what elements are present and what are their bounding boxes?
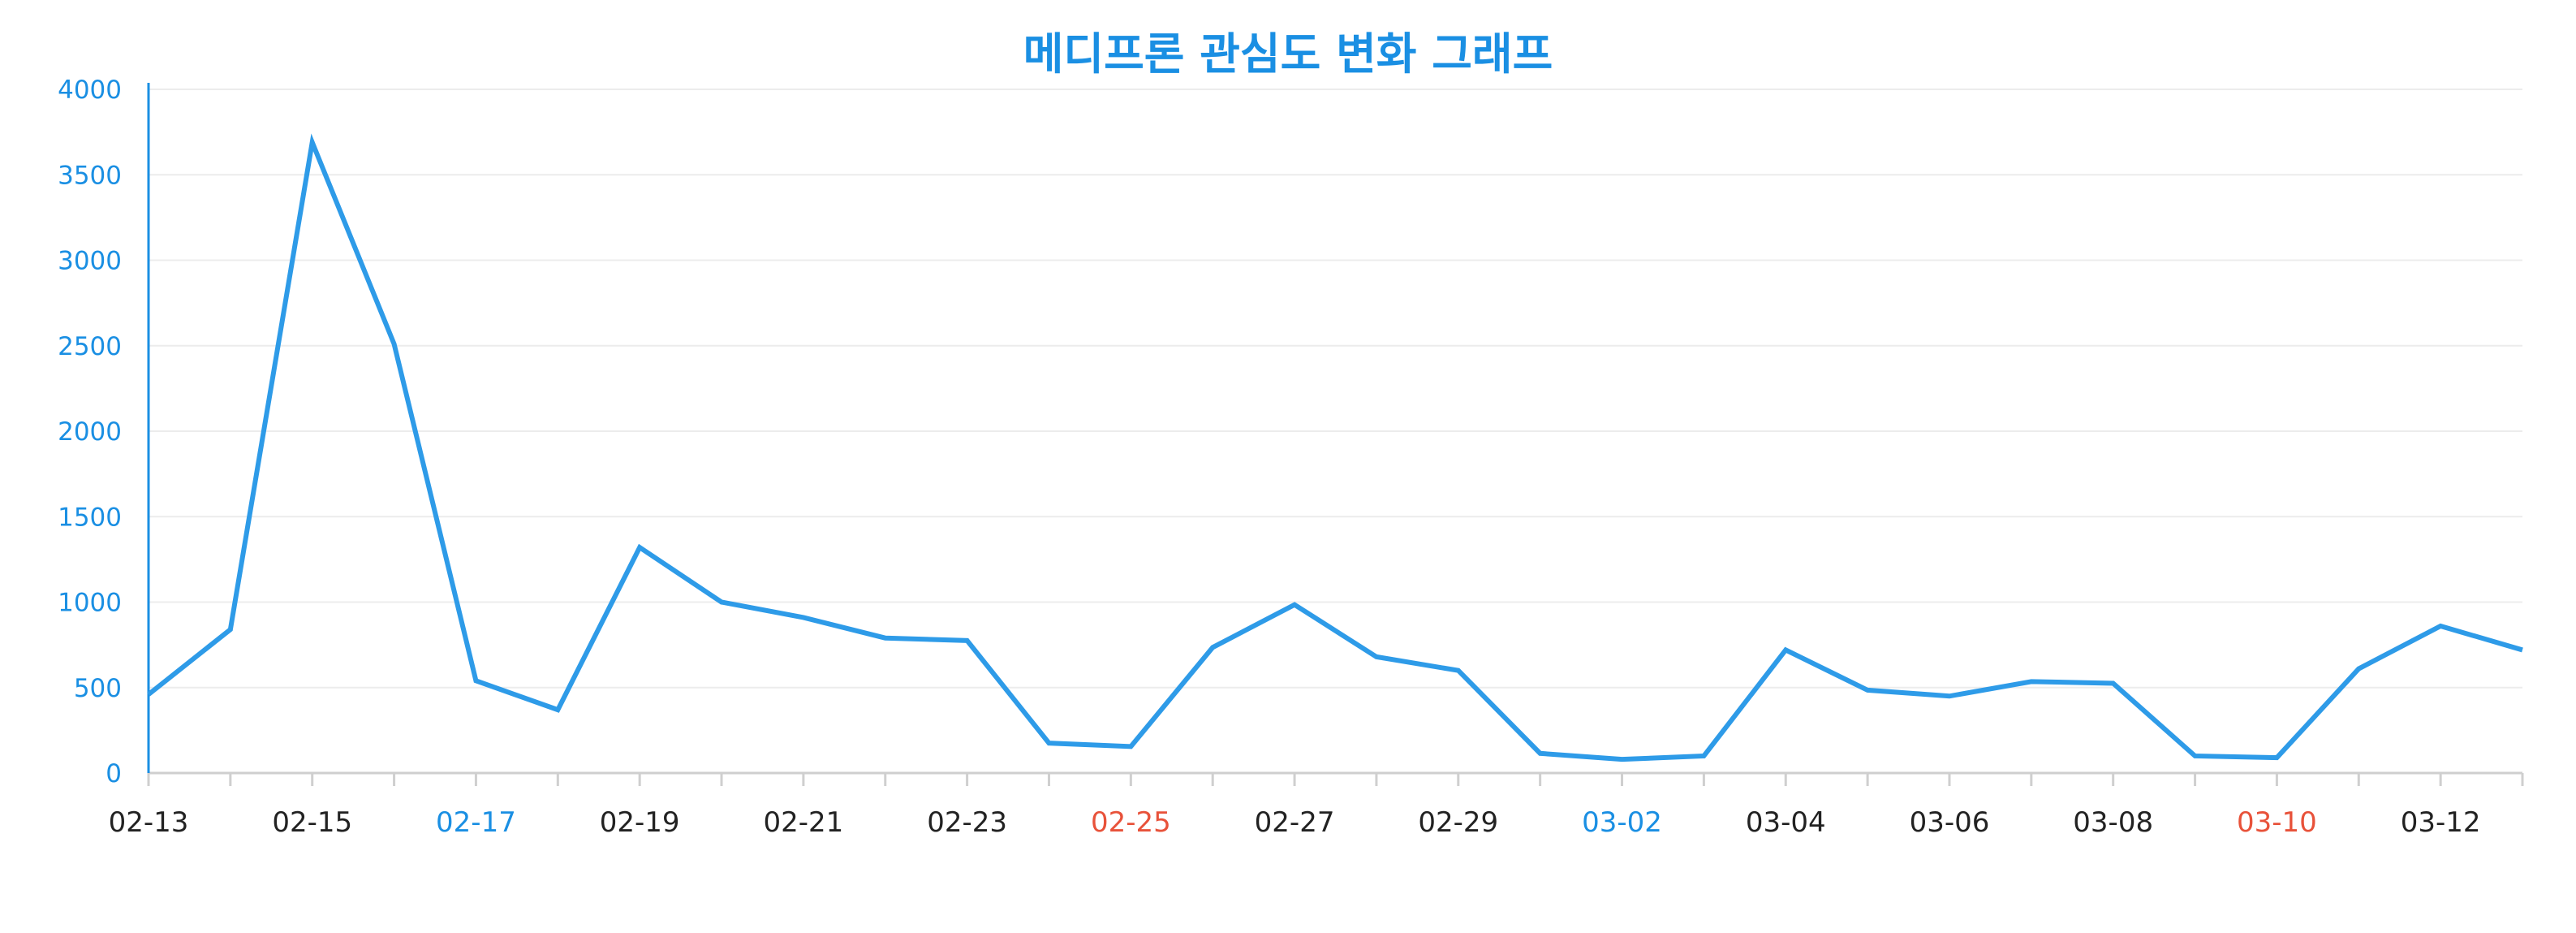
x-tick-label: 02-19 <box>600 806 680 839</box>
x-tick-label: 03-04 <box>1746 806 1826 839</box>
y-tick-label: 4000 <box>58 76 122 105</box>
x-tick-label: 03-02 <box>1582 806 1662 839</box>
x-tick-label: 02-25 <box>1091 806 1171 839</box>
y-tick-label: 1500 <box>58 503 122 532</box>
y-tick-label: 500 <box>74 674 122 703</box>
series-line <box>147 133 2523 762</box>
x-tick-label: 02-13 <box>109 806 189 839</box>
x-tick-label: 02-27 <box>1255 806 1335 839</box>
chart-title: 메디프론 관심도 변화 그래프 <box>1023 28 1553 80</box>
y-tick-label: 1000 <box>58 589 122 618</box>
y-tick-label: 2000 <box>58 417 122 447</box>
x-tick-label: 03-08 <box>2073 806 2153 839</box>
x-tick-label: 03-12 <box>2401 806 2481 839</box>
x-tick-label: 02-29 <box>1418 806 1498 839</box>
x-tick-label: 03-06 <box>1910 806 1990 839</box>
x-tick-label: 02-17 <box>436 806 516 839</box>
y-tick-label: 0 <box>106 759 122 788</box>
x-tick-label: 02-23 <box>927 806 1007 839</box>
y-tick-label: 2500 <box>58 332 122 361</box>
y-tick-label: 3000 <box>58 247 122 276</box>
y-tick-label: 3500 <box>58 161 122 190</box>
x-tick-label: 03-10 <box>2237 806 2317 839</box>
x-tick-label: 02-21 <box>763 806 843 839</box>
x-tick-label: 02-15 <box>272 806 352 839</box>
